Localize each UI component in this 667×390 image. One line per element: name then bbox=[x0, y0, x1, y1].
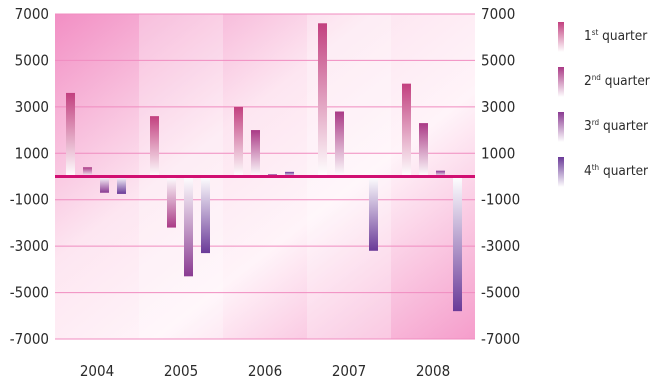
y-tick-label-left: 7000 bbox=[15, 5, 49, 23]
bar-2007-q4 bbox=[369, 176, 378, 251]
y-tick-label-left: -3000 bbox=[10, 237, 49, 255]
x-tick-label: 2006 bbox=[248, 362, 282, 380]
bar-2005-q4 bbox=[201, 176, 210, 254]
y-axis-right: 7000 5000 3000 1000 -1000 -3000 -5000 -7000 bbox=[481, 5, 520, 348]
legend-label: 2nd quarter bbox=[584, 73, 650, 89]
legend-swatch bbox=[558, 112, 564, 142]
x-tick-label: 2007 bbox=[332, 362, 366, 380]
bar-2005-q1 bbox=[150, 116, 159, 177]
y-tick-label-right: 3000 bbox=[481, 98, 515, 116]
legend-label: 1st quarter bbox=[584, 28, 648, 44]
legend-label: 4th quarter bbox=[584, 163, 649, 179]
y-tick-label-right: -1000 bbox=[481, 191, 520, 209]
legend-swatch bbox=[558, 22, 564, 52]
bar-2008-q1 bbox=[402, 83, 411, 177]
bar-2008-q4 bbox=[453, 176, 462, 312]
bar-2006-q2 bbox=[251, 130, 260, 177]
y-tick-label-right: -5000 bbox=[481, 284, 520, 302]
y-tick-label-left: -7000 bbox=[10, 330, 49, 348]
legend-swatch bbox=[558, 67, 564, 97]
y-tick-label-right: 5000 bbox=[481, 51, 515, 69]
legend-swatch bbox=[558, 157, 564, 187]
bar-2004-q3 bbox=[100, 176, 109, 193]
bar-2005-q3 bbox=[184, 176, 193, 277]
bar-2007-q2 bbox=[335, 111, 344, 177]
bar-2005-q2 bbox=[167, 176, 176, 228]
bar-2007-q1 bbox=[318, 23, 327, 177]
bar-2004-q1 bbox=[66, 92, 75, 177]
y-tick-label-left: -5000 bbox=[10, 284, 49, 302]
y-tick-label-right: 1000 bbox=[481, 144, 515, 162]
legend-label: 3rd quarter bbox=[584, 118, 649, 134]
bar-2008-q2 bbox=[419, 123, 428, 177]
y-tick-label-right: -3000 bbox=[481, 237, 520, 255]
y-tick-label-right: -7000 bbox=[481, 330, 520, 348]
y-tick-label-left: -1000 bbox=[10, 191, 49, 209]
bar-2004-q2 bbox=[83, 167, 92, 177]
x-tick-label: 2005 bbox=[164, 362, 198, 380]
bar-2004-q4 bbox=[117, 176, 126, 194]
y-tick-label-right: 7000 bbox=[481, 5, 515, 23]
y-tick-label-left: 1000 bbox=[15, 144, 49, 162]
y-tick-label-left: 5000 bbox=[15, 51, 49, 69]
y-tick-label-left: 3000 bbox=[15, 98, 49, 116]
bar-2008-q3 bbox=[436, 170, 445, 177]
bar-2006-q4 bbox=[285, 171, 294, 177]
y-axis-left: 7000 5000 3000 1000 -1000 -3000 -5000 -7000 bbox=[10, 5, 49, 348]
x-tick-label: 2008 bbox=[416, 362, 450, 380]
bar-2006-q1 bbox=[234, 106, 243, 177]
bars bbox=[66, 23, 462, 312]
x-tick-label: 2004 bbox=[80, 362, 114, 380]
x-axis: 2004 2005 2006 2007 2008 bbox=[80, 362, 450, 380]
